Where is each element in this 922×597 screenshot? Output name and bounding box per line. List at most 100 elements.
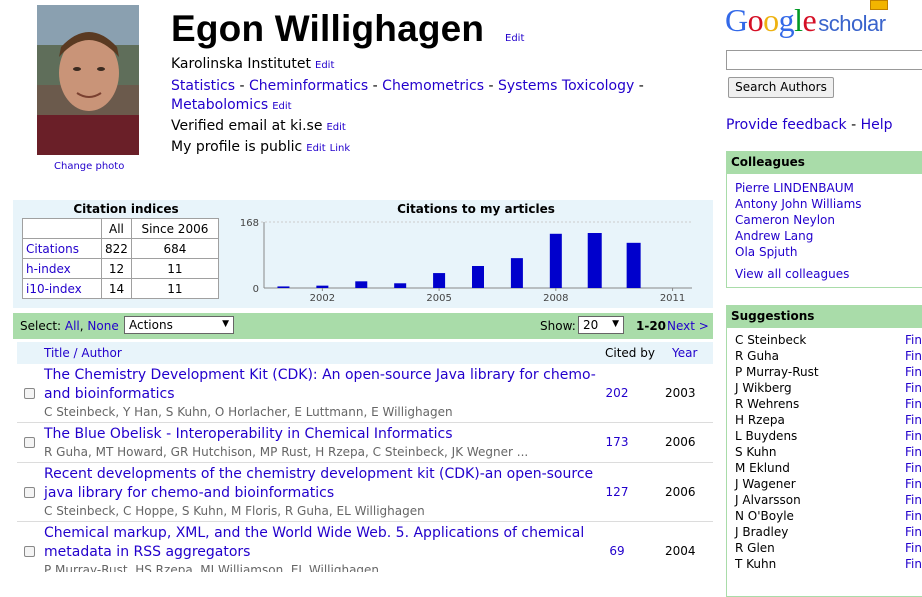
article-checkbox[interactable] — [24, 437, 35, 448]
find-link[interactable]: Fin — [905, 541, 922, 555]
change-photo-link[interactable]: Change photo — [54, 161, 125, 172]
list-header: Title / Author Cited by Year — [17, 342, 713, 364]
find-link[interactable]: Fin — [905, 365, 922, 379]
suggestion-item: L Buydens Fin — [727, 428, 922, 444]
dropdown-arrow-icon: ▼ — [612, 319, 619, 329]
search-authors-button[interactable]: Search Authors — [728, 77, 834, 98]
interest-link[interactable]: Statistics — [171, 78, 235, 94]
find-link[interactable]: Fin — [905, 445, 922, 459]
y-tick-label: 0 — [253, 284, 259, 295]
article-checkbox[interactable] — [24, 388, 35, 399]
article-title-link[interactable]: Chemical markup, XML, and the World Wide… — [44, 525, 585, 560]
show-label: Show: — [540, 319, 576, 333]
interest-link[interactable]: Systems Toxicology — [497, 78, 635, 94]
y-tick-label: 168 — [240, 218, 259, 229]
table-row: The Chemistry Development Kit (CDK): An … — [17, 364, 713, 423]
toolbar-icon[interactable] — [870, 0, 888, 10]
select-all-link[interactable]: All — [64, 319, 80, 333]
select-none-link[interactable]: None — [87, 319, 119, 333]
h-index-link[interactable]: h-index — [22, 258, 102, 279]
author-search-input[interactable] — [726, 50, 922, 70]
colleague-link[interactable]: Cameron Neylon — [735, 213, 835, 227]
find-link[interactable]: Fin — [905, 413, 922, 427]
provide-feedback-link[interactable]: Provide feedback — [726, 117, 847, 133]
cited-by-header: Cited by — [605, 346, 655, 360]
article-checkbox[interactable] — [24, 546, 35, 557]
profile-link[interactable]: Link — [329, 143, 351, 154]
suggestion-name: R Guha — [735, 349, 780, 363]
x-tick-label: 2002 — [310, 293, 335, 304]
article-year: 2004 — [665, 544, 696, 558]
suggestion-name: S Kuhn — [735, 445, 777, 459]
edit-visibility-link[interactable]: Edit — [306, 143, 326, 154]
profile-photo — [37, 5, 139, 155]
edit-interests-link[interactable]: Edit — [272, 101, 292, 112]
article-checkbox[interactable] — [24, 487, 35, 498]
find-link[interactable]: Fin — [905, 493, 922, 507]
suggestion-name: R Glen — [735, 541, 775, 555]
edit-name-link[interactable]: Edit — [505, 33, 525, 44]
citation-indices-table: All Since 2006 Citations 822 684 h-index… — [22, 218, 219, 299]
i10-index-link[interactable]: i10-index — [22, 278, 102, 299]
colleague-link[interactable]: Andrew Lang — [735, 229, 814, 243]
suggestion-item: J Wagener Fin — [727, 476, 922, 492]
sort-year-link[interactable]: Year — [672, 346, 698, 360]
suggestion-name: J Wagener — [735, 477, 796, 491]
table-header-cell — [22, 218, 102, 239]
table-row: Chemical markup, XML, and the World Wide… — [17, 522, 713, 572]
find-link[interactable]: Fin — [905, 509, 922, 523]
interest-link[interactable]: Chemometrics — [382, 78, 485, 94]
colleague-link[interactable]: Ola Spjuth — [735, 245, 798, 259]
find-link[interactable]: Fin — [905, 381, 922, 395]
edit-email-link[interactable]: Edit — [326, 122, 346, 133]
find-link[interactable]: Fin — [905, 461, 922, 475]
suggestion-item: P Murray-Rust Fin — [727, 364, 922, 380]
cited-by-link[interactable]: 173 — [605, 435, 629, 449]
find-link[interactable]: Fin — [905, 397, 922, 411]
article-year: 2003 — [665, 386, 696, 400]
colleague-link[interactable]: Antony John Williams — [735, 197, 862, 211]
interest-link[interactable]: Metabolomics — [171, 97, 269, 113]
edit-affiliation-link[interactable]: Edit — [315, 60, 335, 71]
sort-title-link[interactable]: Title / Author — [44, 346, 122, 360]
find-link[interactable]: Fin — [905, 333, 922, 347]
article-authors: C Steinbeck, C Hoppe, S Kuhn, M Floris, … — [44, 504, 425, 518]
find-link[interactable]: Fin — [905, 429, 922, 443]
article-title-link[interactable]: Recent developments of the chemistry dev… — [44, 466, 594, 501]
view-all-colleagues-link[interactable]: View all colleagues — [735, 267, 850, 281]
article-title-link[interactable]: The Chemistry Development Kit (CDK): An … — [44, 367, 596, 402]
email-text: Verified email at ki.se — [171, 118, 323, 134]
show-count-value: 20 — [583, 318, 599, 332]
find-link[interactable]: Fin — [905, 349, 922, 363]
show-count-dropdown[interactable]: 20 ▼ — [578, 316, 624, 334]
actions-dropdown[interactable]: Actions ▼ — [124, 316, 234, 334]
colleague-link[interactable]: Pierre LINDENBAUM — [735, 181, 854, 195]
cited-by-link[interactable]: 69 — [609, 544, 625, 558]
help-link[interactable]: Help — [860, 117, 893, 133]
table-header-cell: All — [101, 218, 132, 239]
find-link[interactable]: Fin — [905, 557, 922, 571]
cited-by-link[interactable]: 127 — [605, 485, 629, 499]
next-page-link[interactable]: Next > — [667, 319, 709, 333]
find-link[interactable]: Fin — [905, 525, 922, 539]
cited-by-link[interactable]: 202 — [605, 386, 629, 400]
citations-chart: 168 0 2002 2005 2008 2011 — [240, 218, 692, 304]
x-tick-label: 2005 — [426, 293, 451, 304]
interest-link[interactable]: Cheminformatics — [248, 78, 369, 94]
article-title-link[interactable]: The Blue Obelisk - Interoperability in C… — [44, 426, 453, 442]
suggestion-item: J Wikberg Fin — [727, 380, 922, 396]
suggestion-item: N O'Boyle Fin — [727, 508, 922, 524]
article-year: 2006 — [665, 435, 696, 449]
suggestion-name: N O'Boyle — [735, 509, 794, 523]
table-cell: 14 — [101, 278, 132, 299]
suggestion-name: L Buydens — [735, 429, 798, 443]
x-tick-label: 2011 — [660, 293, 685, 304]
citations-link[interactable]: Citations — [22, 238, 102, 259]
chart-bar — [549, 233, 562, 288]
find-link[interactable]: Fin — [905, 477, 922, 491]
suggestion-item: T Kuhn Fin — [727, 556, 922, 572]
google-scholar-logo[interactable]: Googlescholar — [725, 2, 886, 38]
suggestion-name: C Steinbeck — [735, 333, 807, 347]
citation-indices-title: Citation indices — [73, 202, 179, 216]
select-label: Select: All, None — [20, 319, 119, 333]
